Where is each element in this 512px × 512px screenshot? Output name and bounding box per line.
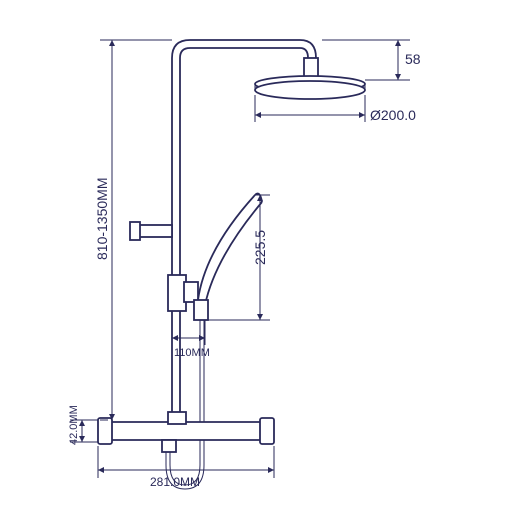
shower-technical-drawing: 58 Ø200.0 225.5 110MM 810-1350MM 42.0MM (0, 0, 512, 512)
dim-label: 42.0MM (68, 405, 80, 445)
shower-arm (190, 40, 318, 78)
dim-label: 281.0MM (150, 475, 200, 489)
diverter-knob (130, 222, 172, 240)
dim-head-thickness: 58 (322, 40, 421, 80)
shower-head (255, 76, 365, 99)
valve-body (98, 412, 274, 452)
dim-head-diameter: Ø200.0 (255, 95, 416, 123)
dim-label: 810-1350MM (94, 178, 110, 261)
dim-label: 225.5 (252, 230, 268, 265)
dim-label: 58 (405, 51, 421, 67)
riser-rail (172, 40, 190, 420)
dim-label: Ø200.0 (370, 107, 416, 123)
dim-label: 110MM (174, 347, 210, 359)
dim-valve-height: 42.0MM (68, 405, 98, 445)
dim-valve-width: 281.0MM (98, 446, 274, 489)
